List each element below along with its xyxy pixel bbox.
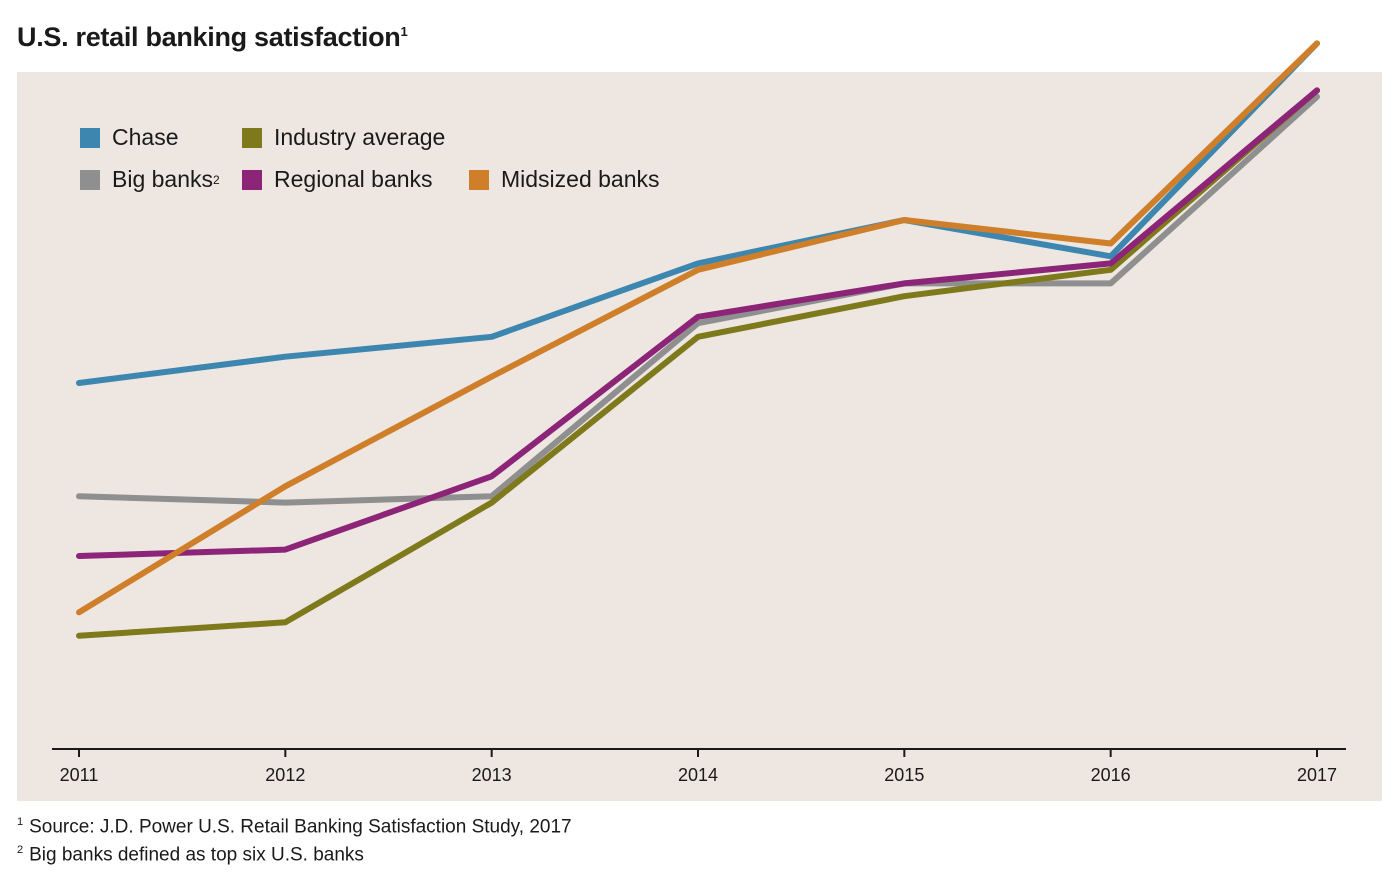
- legend-label-industry-average: Industry average: [274, 124, 446, 150]
- chart-title: U.S. retail banking satisfaction1: [17, 22, 408, 52]
- legend-swatch-chase: [80, 127, 100, 148]
- legend-item-regional-banks: Regional banks: [242, 166, 433, 193]
- series-line-industry-average: [76, 87, 1320, 639]
- legend-label-big-banks-sup: 2: [213, 172, 220, 187]
- legend-swatch-big-banks: [80, 169, 100, 190]
- legend-item-chase: Chase: [80, 124, 178, 151]
- legend-swatch-midsized-banks: [469, 169, 489, 190]
- x-tick-label-2011: 2011: [60, 765, 99, 785]
- legend-label-chase: Chase: [112, 124, 179, 150]
- legend-swatch-industry-average: [242, 127, 262, 148]
- legend-item-big-banks: Big banks 2: [80, 166, 220, 193]
- legend-item-midsized-banks: Midsized banks: [469, 166, 660, 193]
- x-tick-label-2016: 2016: [1091, 765, 1131, 785]
- x-tick-label-2013: 2013: [472, 765, 512, 785]
- legend-swatch-regional-banks: [242, 169, 262, 190]
- chart-panel: [17, 72, 1382, 801]
- series-line-regional-banks: [76, 87, 1320, 559]
- x-tick-label-2012: 2012: [265, 765, 305, 785]
- legend-label-midsized-banks: Midsized banks: [501, 166, 660, 192]
- footnote-source: 1 Source: J.D. Power U.S. Retail Banking …: [17, 816, 572, 838]
- legend-label-big-banks: Big banks: [112, 166, 214, 192]
- series-line-big-banks: [76, 93, 1320, 506]
- series-line-chase: [76, 40, 1320, 386]
- x-tick-label-2017: 2017: [1297, 765, 1337, 785]
- legend-label-regional-banks: Regional banks: [274, 166, 433, 192]
- legend-item-industry-average: Industry average: [242, 124, 445, 151]
- x-tick-label-2015: 2015: [884, 765, 924, 785]
- series-line-midsized-banks: [76, 40, 1320, 616]
- x-tick-label-2014: 2014: [678, 765, 718, 785]
- footnote-big-banks: 2 Big banks defined as top six U.S. banks: [17, 844, 364, 866]
